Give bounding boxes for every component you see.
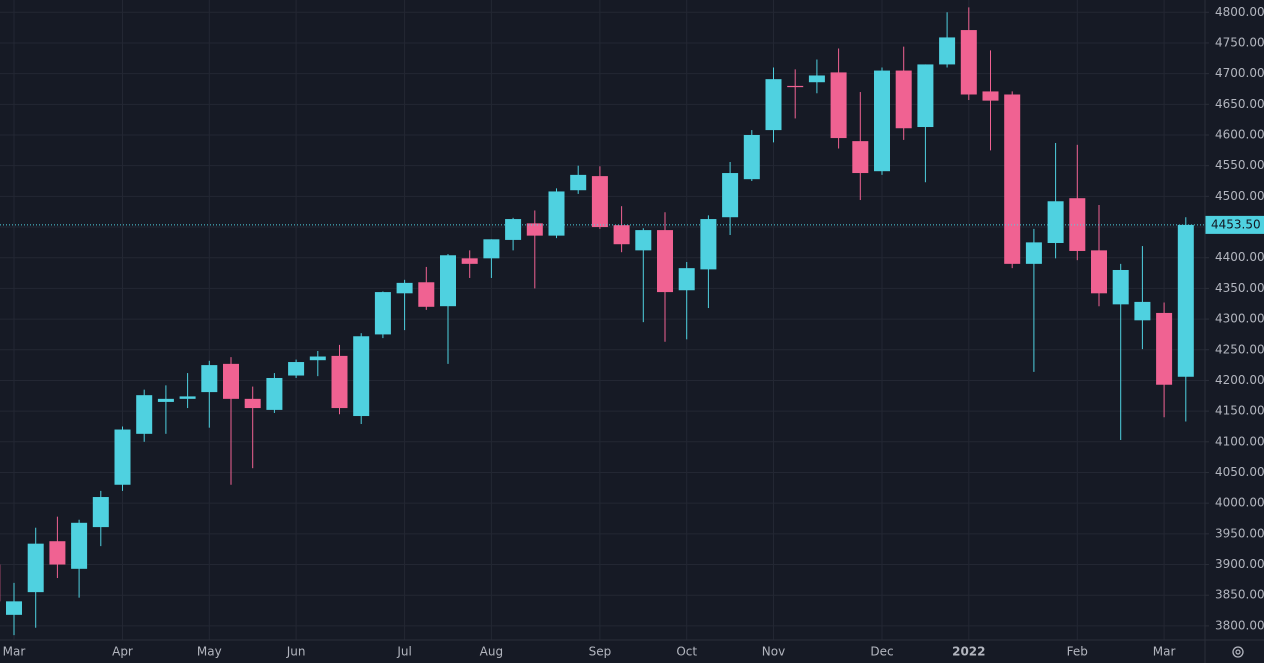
x-tick-label: Aug <box>480 645 503 659</box>
y-tick-label: 4050.00 <box>1215 465 1264 479</box>
candle-body <box>27 543 44 593</box>
candle-body <box>396 282 413 294</box>
candle-body <box>92 497 109 528</box>
grid <box>0 0 1205 640</box>
candle-body <box>1004 94 1021 264</box>
candle-body <box>374 292 391 335</box>
candle-body <box>743 134 760 180</box>
x-tick-label: Feb <box>1067 645 1088 659</box>
candle-body <box>288 362 305 376</box>
candle-body <box>71 522 88 569</box>
candle-body <box>418 282 435 307</box>
y-tick-label: 4150.00 <box>1215 404 1264 418</box>
candle-body <box>179 396 196 399</box>
candle-body <box>223 363 239 399</box>
settings-icon-core <box>1235 649 1241 655</box>
candle-body <box>1091 250 1107 294</box>
candle-body <box>505 219 522 240</box>
y-tick-label: 3850.00 <box>1215 588 1264 602</box>
candle-body <box>1112 269 1129 305</box>
candle-body <box>613 225 630 245</box>
candle-body <box>526 223 543 236</box>
candle-body <box>635 230 652 251</box>
candle-body <box>483 239 500 259</box>
y-tick-label: 4400.00 <box>1215 250 1264 264</box>
candle-body <box>982 91 999 101</box>
candle-body <box>939 37 956 65</box>
candle-body <box>49 541 66 565</box>
x-tick-label: Jul <box>396 645 411 659</box>
candle-body <box>591 176 608 228</box>
x-tick-label: Mar <box>1153 645 1176 659</box>
candle-body <box>765 79 782 131</box>
candle-body <box>830 72 847 139</box>
axes: 3800.00 3850.00 3900.00 3950.00 4000.00 4050.… <box>3 5 1264 659</box>
candle-body <box>960 30 977 95</box>
candle-body <box>852 141 869 174</box>
candles <box>0 7 1205 636</box>
y-tick-label: 4500.00 <box>1215 189 1264 203</box>
candle-body <box>114 429 131 485</box>
y-tick-label: 4800.00 <box>1215 5 1264 19</box>
y-tick-label: 4200.00 <box>1215 373 1264 387</box>
x-tick-label: Nov <box>762 645 785 659</box>
y-tick-label: 4250.00 <box>1215 342 1264 356</box>
candle-body <box>657 230 673 293</box>
y-tick-label: 4750.00 <box>1215 35 1264 49</box>
x-tick-label: Jun <box>286 645 306 659</box>
candle-body <box>700 219 717 270</box>
candle-body <box>895 70 912 129</box>
x-tick-label: Dec <box>870 645 893 659</box>
settings-icon[interactable] <box>1232 646 1244 658</box>
x-tick-label: 2022 <box>952 645 985 659</box>
candle-body <box>136 395 153 434</box>
y-tick-label: 3950.00 <box>1215 526 1264 540</box>
candle-body <box>157 398 174 402</box>
x-tick-label: Mar <box>3 645 26 659</box>
candle-body <box>266 377 283 410</box>
candle-body <box>309 356 326 361</box>
candle-body <box>678 268 695 291</box>
candle-body <box>787 85 804 88</box>
x-tick-label: Sep <box>589 645 612 659</box>
candle-body <box>461 258 478 264</box>
settings-icon-ring <box>1232 646 1244 658</box>
y-tick-label: 4350.00 <box>1215 281 1264 295</box>
candle-body <box>353 336 370 417</box>
y-tick-label: 4300.00 <box>1215 312 1264 326</box>
y-tick-label: 4000.00 <box>1215 496 1264 510</box>
y-tick-label: 4100.00 <box>1215 434 1264 448</box>
y-tick-label: 4700.00 <box>1215 66 1264 80</box>
last-price-badge <box>1205 215 1264 234</box>
candle-body <box>1177 224 1194 377</box>
y-tick-label: 4550.00 <box>1215 158 1264 172</box>
candle-body <box>917 64 934 128</box>
y-tick-label: 3900.00 <box>1215 557 1264 571</box>
candle-body <box>722 173 739 218</box>
candle-body <box>1047 201 1064 243</box>
y-tick-label: 4600.00 <box>1215 127 1264 141</box>
x-tick-label: Apr <box>112 645 133 659</box>
y-tick-label: 3800.00 <box>1215 618 1264 632</box>
candle-body <box>808 75 825 83</box>
candle-body <box>331 355 348 409</box>
candle-body <box>548 191 565 236</box>
candle-body <box>201 365 218 393</box>
candle-body <box>874 70 890 172</box>
candle-body <box>6 601 22 615</box>
x-tick-label: May <box>197 645 222 659</box>
x-tick-label: Oct <box>676 645 697 659</box>
candle-body <box>1156 312 1173 385</box>
candle-body <box>1134 301 1151 321</box>
candle-body <box>244 398 261 409</box>
candle-body <box>570 174 587 191</box>
candle-body <box>440 255 456 307</box>
candle-body <box>1025 242 1042 264</box>
last-price-label: 4453.50 <box>1211 217 1261 231</box>
y-tick-label: 4650.00 <box>1215 97 1264 111</box>
